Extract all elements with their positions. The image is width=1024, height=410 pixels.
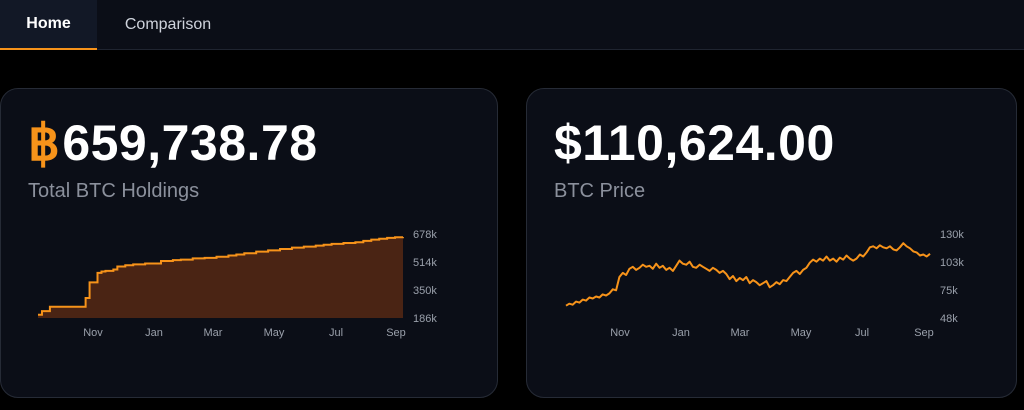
holdings-label: Total BTC Holdings — [28, 180, 200, 202]
holdings-value-row: ฿ 659,738.78 — [28, 118, 318, 168]
bitcoin-icon: ฿ — [28, 115, 61, 171]
x-tick-label: Jan — [672, 327, 690, 339]
y-tick-label: 48k — [940, 313, 958, 325]
x-tick-label: May — [791, 327, 812, 339]
price-card — [526, 88, 1017, 398]
price-value: $110,624.00 — [554, 115, 835, 171]
holdings-value: 659,738.78 — [62, 115, 318, 171]
x-tick-label: May — [264, 327, 285, 339]
y-tick-label: 350k — [413, 285, 437, 297]
top-nav-bar: Home Comparison — [0, 0, 1024, 50]
y-tick-label: 678k — [413, 229, 437, 241]
price-label: BTC Price — [554, 180, 646, 202]
x-tick-label: Jan — [145, 327, 163, 339]
tab-comparison[interactable]: Comparison — [124, 16, 212, 33]
holdings-card — [0, 88, 498, 398]
tab-home[interactable]: Home — [0, 0, 97, 50]
y-tick-label: 75k — [940, 285, 958, 297]
x-tick-label: Sep — [386, 327, 406, 339]
holdings-area — [38, 237, 403, 318]
price-line — [565, 242, 931, 307]
y-tick-label: 186k — [413, 313, 437, 325]
price-chart: 130k 103k 75k 48k Nov Jan Mar May Jul Sep — [565, 229, 964, 339]
holdings-line — [38, 236, 404, 316]
x-tick-label: Mar — [204, 327, 223, 339]
y-tick-label: 130k — [940, 229, 964, 241]
holdings-chart: 678k 514k 350k 186k Nov Jan Mar May Jul Sep — [38, 229, 437, 339]
x-tick-label: Sep — [914, 327, 934, 339]
x-tick-label: Nov — [83, 327, 103, 339]
x-tick-label: Mar — [731, 327, 750, 339]
y-tick-label: 514k — [413, 257, 437, 269]
y-tick-label: 103k — [940, 257, 964, 269]
x-tick-label: Jul — [329, 327, 343, 339]
x-tick-label: Jul — [855, 327, 869, 339]
x-tick-label: Nov — [610, 327, 630, 339]
